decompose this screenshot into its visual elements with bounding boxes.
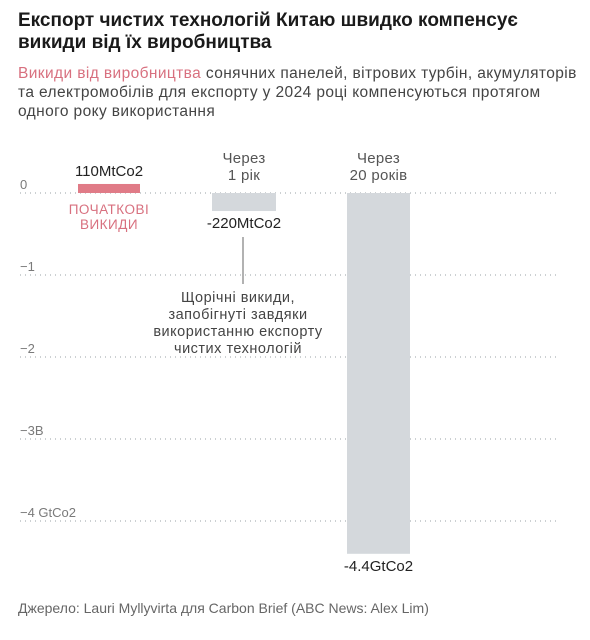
annotation-text: використанню експорту — [153, 324, 323, 340]
y-tick-label: −4 GtCo2 — [20, 505, 76, 520]
source-note: Джерело: Lauri Myllyvirta для Carbon Bri… — [18, 600, 429, 616]
bar — [347, 193, 410, 554]
data-label: -4.4GtCo2 — [344, 558, 413, 575]
data-label: -220MtCo2 — [207, 215, 281, 232]
annotation-text: запобігнуті завдяки — [168, 307, 307, 323]
y-tick-label: −2 — [20, 341, 35, 356]
y-tick-label: −1 — [20, 259, 35, 274]
bar-header: Через — [222, 150, 265, 167]
chart-title: Експорт чистих технологій Китаю швидко к… — [18, 10, 518, 53]
bar-header: 1 рік — [228, 167, 260, 184]
bar-header: Через — [357, 150, 400, 167]
bar-caption: ПОЧАТКОВІ — [69, 202, 150, 217]
bar-caption: ВИКИДИ — [80, 217, 138, 232]
subtitle-rest: сонячних панелей, вітрових турбін, акуму… — [18, 65, 577, 120]
annotation-text: чистих технологій — [174, 341, 302, 357]
bar-header: 20 років — [350, 167, 408, 184]
y-tick-label: 0 — [20, 177, 27, 192]
data-label: 110MtCo2 — [75, 163, 143, 180]
subtitle-highlight: Викиди від виробництва — [18, 65, 202, 82]
annotation-text: Щорічні викиди, — [181, 290, 295, 306]
bar — [78, 183, 140, 193]
y-tick-label: −3B — [20, 423, 44, 438]
bar — [212, 193, 276, 212]
chart-subtitle: Викиди від виробництва сонячних панелей,… — [18, 64, 578, 121]
